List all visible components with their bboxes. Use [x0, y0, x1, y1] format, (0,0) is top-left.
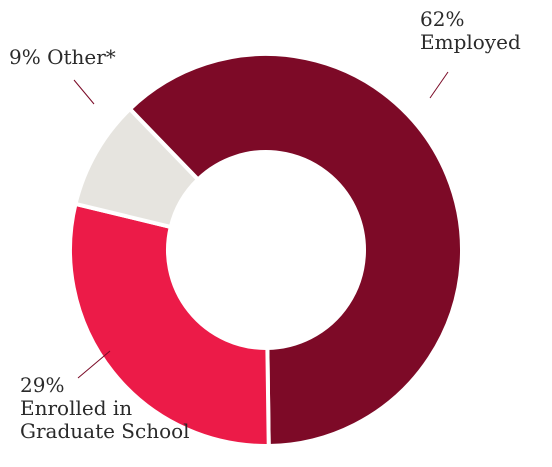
grad-percent: 29%	[20, 373, 65, 397]
grad-label-line-1: Enrolled in	[20, 396, 133, 420]
leader-line-group	[73, 71, 449, 379]
employed-percent: 62%	[420, 7, 465, 31]
other-percent: 9%	[9, 45, 41, 69]
other-label: Other*	[47, 45, 116, 69]
leader-line-employed	[429, 71, 449, 99]
slice-other	[73, 106, 201, 230]
slice-grad	[68, 201, 271, 448]
data-label-graduate-school: 29% Enrolled in Graduate School	[20, 374, 190, 443]
data-label-employed: 62% Employed	[420, 8, 521, 54]
grad-label-line-2: Graduate School	[20, 419, 190, 443]
slice-employed	[127, 52, 464, 449]
leader-line-other	[73, 79, 95, 105]
employed-label: Employed	[420, 30, 521, 54]
slice-group	[68, 52, 464, 449]
leader-line-grad	[77, 350, 111, 379]
data-label-other: 9% Other*	[9, 46, 116, 69]
